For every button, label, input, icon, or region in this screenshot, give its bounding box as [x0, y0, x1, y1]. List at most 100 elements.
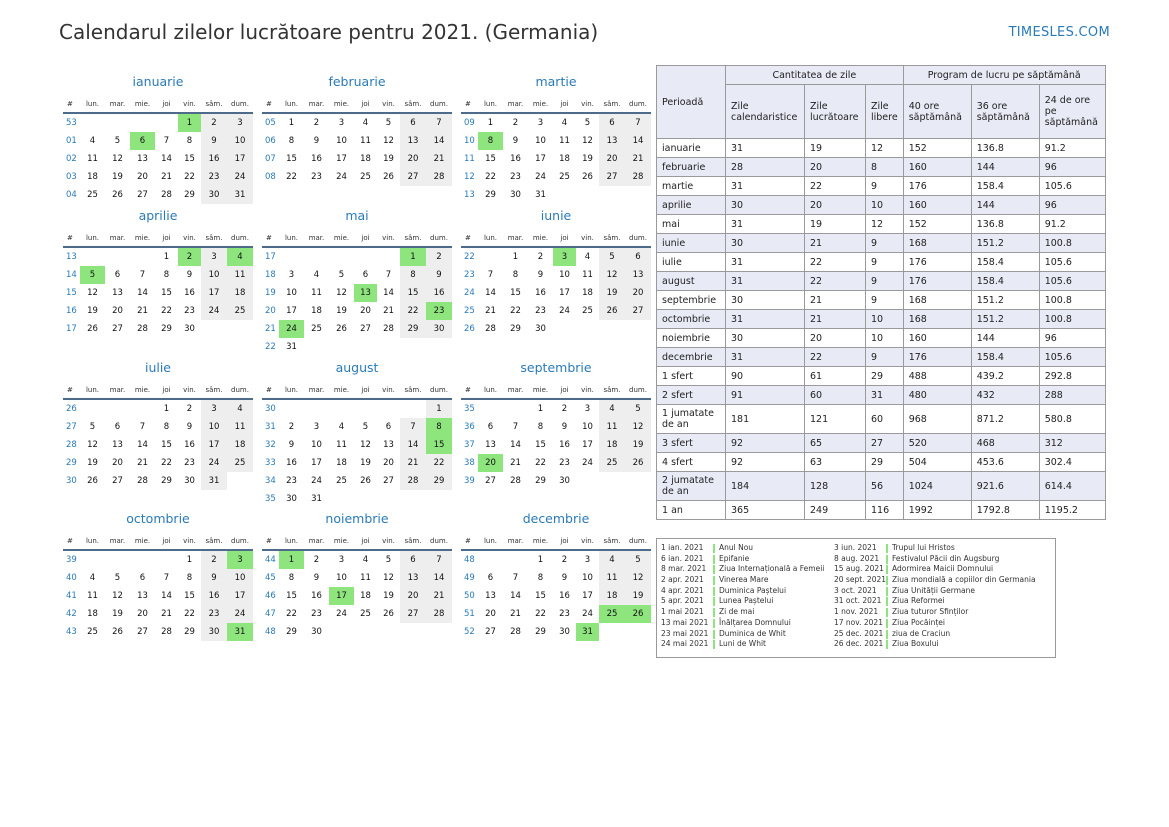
- week-row: 46 15 16 17 18 19 20 21: [262, 587, 452, 605]
- day-cell: 13: [485, 440, 496, 450]
- stats-row: 3 sfert 92 65 27 520 468 312: [656, 433, 1106, 453]
- day-cell: 5: [114, 136, 121, 146]
- holiday-entry: 13 mai 2021 Înălțarea Domnului: [661, 618, 831, 629]
- month-calendar: iulie # lun. mar. mie. joi vin. sâm. dum. 26 1 2 3 4 2…: [63, 360, 253, 490]
- holiday-marker: [886, 640, 888, 650]
- day-cell: 26: [383, 609, 394, 619]
- day-cell: 17: [311, 458, 322, 468]
- holiday-date: 4 apr. 2021: [661, 585, 704, 595]
- week-row: 17 26 27 28 29 30: [63, 320, 253, 338]
- day-header: joi: [155, 532, 178, 551]
- month-name: iunie: [540, 208, 572, 223]
- weekend-day: 22: [426, 454, 452, 472]
- stats-value: 105.6: [1038, 252, 1106, 272]
- day-cell: 23: [559, 609, 570, 619]
- day-header: joi: [553, 532, 576, 551]
- stats-row: 4 sfert 92 63 29 504 453.6 302.4: [656, 452, 1106, 472]
- month-name: ianuarie: [132, 74, 184, 89]
- stats-value: 921.6: [970, 471, 1040, 501]
- day-cell: 26: [360, 476, 371, 486]
- day-cell: 9: [186, 422, 193, 432]
- holiday-date: 24 mai 2021: [661, 639, 709, 649]
- week-row: 23 7 8 9 10 11 12 13: [461, 266, 651, 284]
- stats-value: 56: [865, 471, 904, 501]
- stats-column-header: Zile calendaristice: [725, 84, 805, 139]
- day-cell: 7: [487, 270, 494, 280]
- week-number: 41: [66, 591, 77, 601]
- week-number: 07: [265, 154, 276, 164]
- holiday-day: 20: [478, 454, 503, 472]
- day-header: vin.: [377, 381, 400, 400]
- holiday-entry: 3 iun. 2021 Trupul lui Hristos: [834, 543, 1052, 554]
- stats-value: 151.2: [970, 309, 1040, 329]
- day-header: lun.: [80, 95, 105, 114]
- day-cell: 25: [311, 324, 322, 334]
- empty-cell: [478, 550, 503, 569]
- week-number-header: #: [461, 381, 478, 400]
- stats-value: 453.6: [970, 452, 1040, 472]
- weekend-day: 19: [625, 436, 651, 454]
- stats-period: februarie: [656, 157, 726, 177]
- stats-value: 488: [902, 366, 972, 386]
- weekend-day: 21: [426, 150, 452, 168]
- holiday-day: 1: [178, 113, 201, 132]
- day-cell: 2: [537, 252, 544, 262]
- day-cell: 25: [360, 172, 371, 182]
- day-cell: 2: [561, 555, 568, 565]
- stats-value: 10: [865, 195, 904, 215]
- day-cell: 19: [336, 306, 347, 316]
- day-header: mar.: [304, 532, 329, 551]
- day-cell: 12: [383, 136, 394, 146]
- site-link[interactable]: TIMESLES.COM: [1008, 25, 1110, 40]
- day-cell: 20: [383, 458, 394, 468]
- day-cell: 17: [286, 306, 297, 316]
- day-cell: 20: [360, 306, 371, 316]
- empty-cell: [155, 550, 178, 569]
- day-cell: 24: [559, 306, 570, 316]
- day-cell: 2: [288, 422, 295, 432]
- month-calendar: februarie # lun. mar. mie. joi vin. sâm. dum. 05 1…: [262, 74, 452, 186]
- holiday-name: Epifanie: [719, 553, 750, 563]
- holiday-day: 31: [227, 623, 253, 641]
- day-cell: 25: [87, 190, 98, 200]
- week-row: 34 23 24 25 26 27 28 29: [262, 472, 452, 490]
- day-header: lun.: [478, 532, 503, 551]
- week-row: 26 28 29 30: [461, 320, 651, 338]
- week-row: 30 26 27 28 29 30 31: [63, 472, 253, 490]
- day-cell: 10: [582, 573, 593, 583]
- empty-cell: [553, 320, 576, 338]
- weekend-day: 18: [599, 587, 625, 605]
- day-cell: 14: [161, 591, 172, 601]
- holiday-date: 1 ian. 2021: [661, 543, 704, 552]
- stats-period: mai: [656, 214, 726, 234]
- day-header: mar.: [304, 95, 329, 114]
- stats-column-header: 24 de ore pe săptămână: [1038, 84, 1106, 139]
- empty-cell: [400, 399, 426, 418]
- day-header: joi: [354, 229, 377, 248]
- holiday-date: 8 aug. 2021: [834, 553, 880, 563]
- holiday-day: 8: [478, 132, 503, 150]
- stats-value: 21: [804, 290, 866, 310]
- week-number: 51: [464, 609, 475, 619]
- holiday-date: 3 oct. 2021: [834, 585, 877, 595]
- day-cell: 9: [512, 136, 519, 146]
- day-cell: 29: [184, 190, 195, 200]
- week-row: 22 1 2 3 4 5 6: [461, 247, 651, 266]
- empty-cell: [80, 399, 105, 418]
- holiday-entry: 31 oct. 2021 Ziua Reformei: [834, 596, 1052, 607]
- day-cell: 25: [360, 609, 371, 619]
- day-cell: 22: [286, 172, 297, 182]
- weekend-day: 4: [599, 550, 625, 569]
- day-cell: 23: [559, 458, 570, 468]
- empty-cell: [400, 338, 426, 356]
- day-cell: 19: [112, 172, 123, 182]
- empty-cell: [478, 399, 503, 418]
- day-header: sâm.: [599, 532, 625, 551]
- day-cell: 20: [137, 172, 148, 182]
- stats-value: 96: [1038, 157, 1106, 177]
- week-row: 50 13 14 15 16 17 18 19: [461, 587, 651, 605]
- stats-value: 92: [725, 433, 805, 453]
- week-number: 39: [66, 555, 77, 565]
- day-cell: 3: [313, 422, 320, 432]
- day-header: mie.: [130, 381, 155, 400]
